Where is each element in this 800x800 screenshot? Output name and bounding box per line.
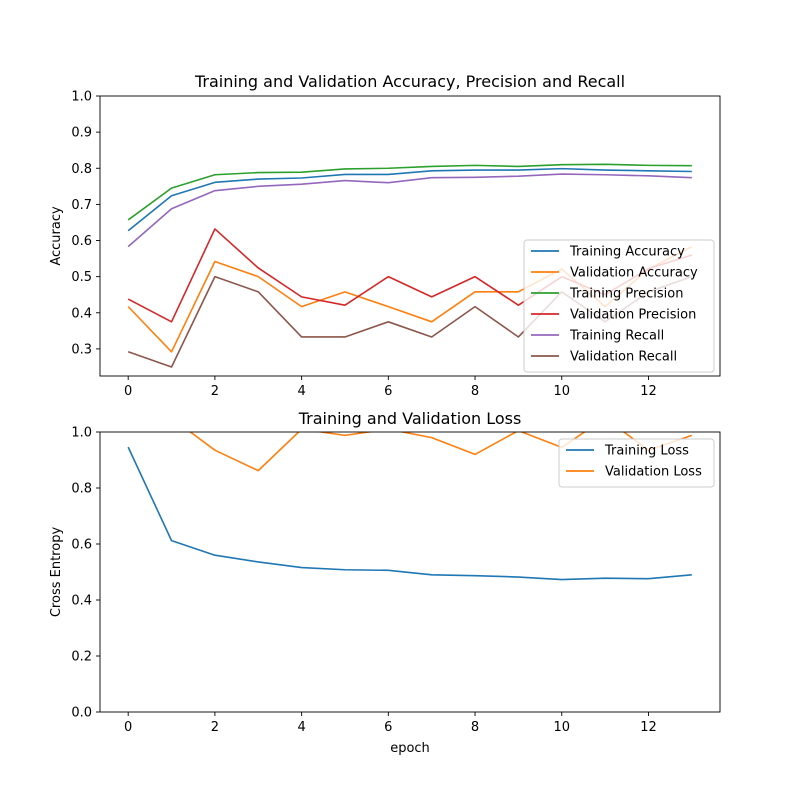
- legend-entry: Validation Accuracy: [570, 266, 698, 281]
- x-tick-label: 12: [640, 720, 657, 735]
- y-tick-label: 0.8: [71, 162, 92, 177]
- x-tick-label: 10: [553, 720, 570, 735]
- y-tick-label: 0.4: [71, 594, 92, 609]
- x-tick-label: 2: [211, 384, 219, 399]
- chart-title: Training and Validation Accuracy, Precis…: [194, 72, 625, 91]
- x-tick-label: 0: [124, 720, 132, 735]
- accuracy-chart: Training and Validation Accuracy, Precis…: [49, 72, 721, 399]
- y-tick-label: 0.2: [71, 650, 92, 665]
- x-tick-label: 12: [640, 384, 657, 399]
- x-tick-label: 8: [471, 384, 479, 399]
- y-tick-label: 0.4: [71, 306, 92, 321]
- series-group: [127, 432, 693, 581]
- x-tick-label: 8: [471, 720, 479, 735]
- y-tick-label: 1.0: [71, 90, 92, 105]
- series-line-training-accuracy: [127, 167, 692, 232]
- legend-entry: Training Precision: [569, 287, 683, 302]
- legend: Training Accuracy Validation Accuracy Trai…: [523, 239, 715, 373]
- x-tick-label: 6: [384, 384, 392, 399]
- plot-frame: [99, 431, 721, 713]
- legend-entry: Training Recall: [569, 329, 664, 344]
- y-tick-label: 0.3: [71, 342, 92, 357]
- y-axis-label: Cross Entropy: [49, 527, 64, 618]
- x-tick-label: 4: [297, 384, 305, 399]
- legend-box: [523, 239, 715, 373]
- legend-entry: Training Accuracy: [569, 245, 685, 260]
- y-tick-label: 0.8: [71, 482, 92, 497]
- x-tick-label: 2: [211, 720, 219, 735]
- series-line-training-precision: [127, 163, 692, 221]
- series-line-training-recall: [127, 173, 692, 248]
- x-tick-label: 0: [124, 384, 132, 399]
- x-tick-label: 10: [553, 384, 570, 399]
- y-tick-label: 1.0: [71, 426, 92, 441]
- x-tick-label: 6: [384, 720, 392, 735]
- chart-title: Training and Validation Loss: [298, 409, 522, 428]
- y-tick-label: 0.9: [71, 126, 92, 141]
- plot-frame: [99, 95, 721, 377]
- y-tick-label: 0.6: [71, 538, 92, 553]
- legend: Training Loss Validation Loss: [558, 438, 715, 488]
- x-axis-label: epoch: [390, 741, 430, 756]
- legend-entry: Validation Precision: [570, 308, 696, 323]
- y-axis-label: Accuracy: [49, 206, 64, 266]
- y-tick-label: 0.0: [71, 706, 92, 721]
- series-line-validation-loss: [189, 432, 693, 472]
- legend-entry: Validation Recall: [570, 350, 677, 365]
- legend-entry: Validation Loss: [605, 465, 702, 480]
- x-tick-label: 4: [297, 720, 305, 735]
- y-tick-label: 0.7: [71, 198, 92, 213]
- y-tick-label: 0.6: [71, 234, 92, 249]
- loss-chart: Training and Validation Loss Cross Entro…: [49, 409, 721, 756]
- y-tick-label: 0.5: [71, 270, 92, 285]
- legend-box: [558, 438, 715, 488]
- legend-entry: Training Loss: [604, 444, 689, 459]
- series-line-training-loss: [127, 446, 692, 581]
